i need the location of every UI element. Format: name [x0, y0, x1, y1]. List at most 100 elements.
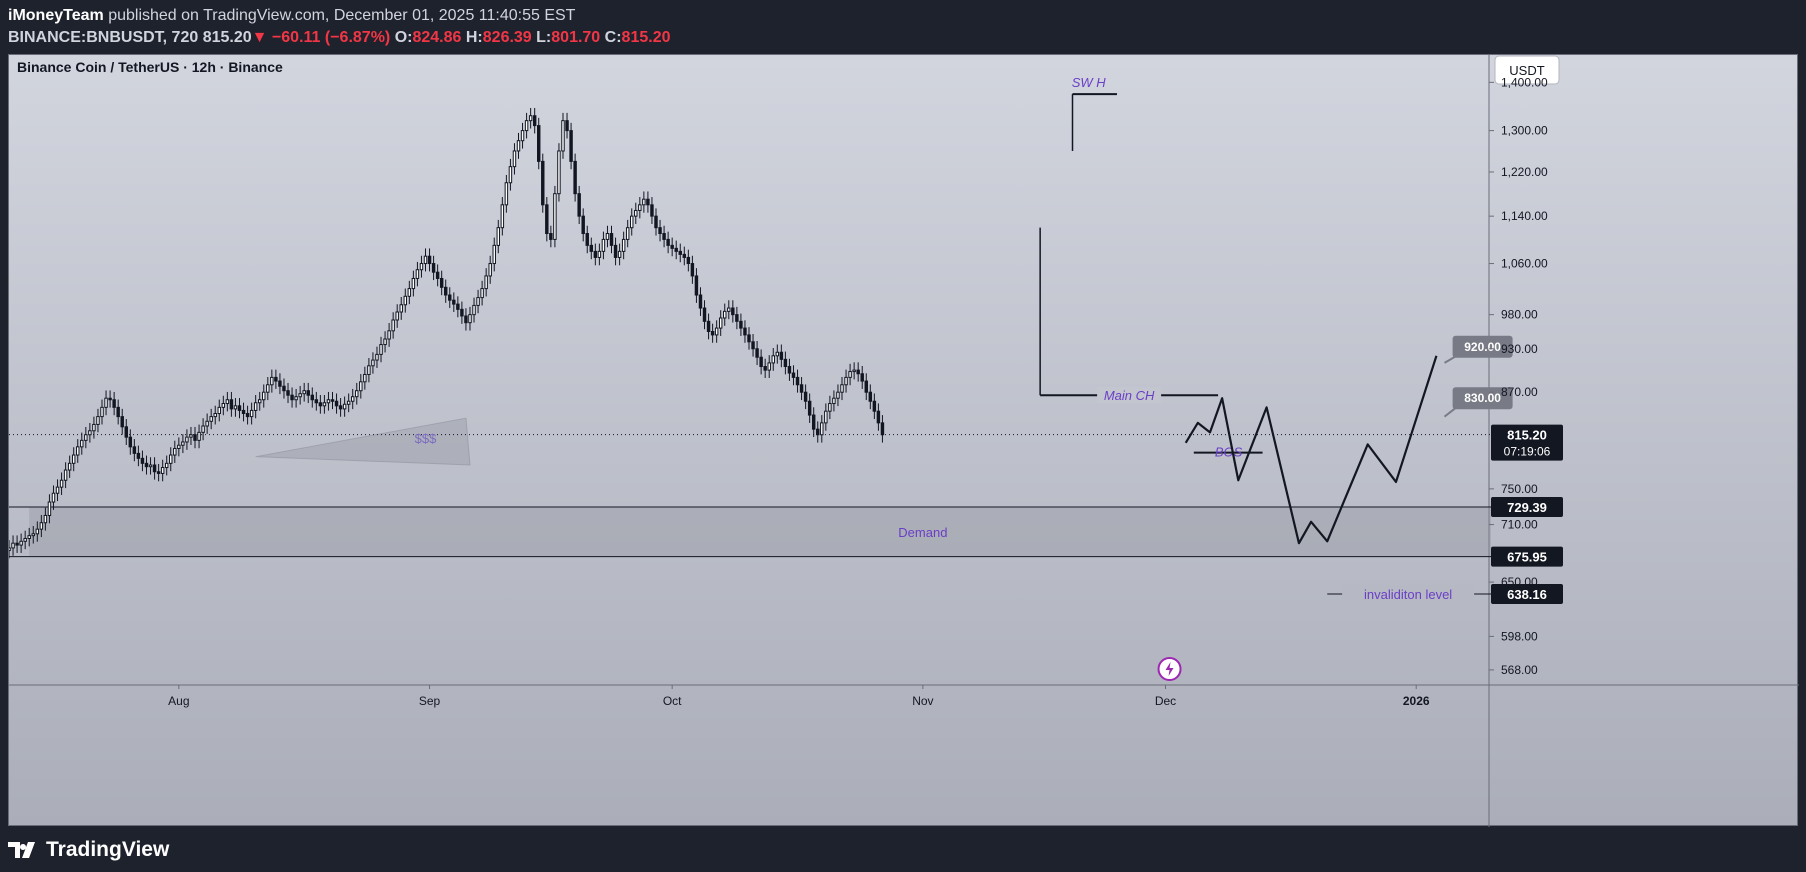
candle — [350, 388, 355, 410]
candle-down — [795, 376, 800, 386]
candle — [144, 455, 149, 475]
price-chart[interactable]: Binance Coin / TetherUS · 12h · Binance U… — [9, 55, 1799, 827]
candle-down — [670, 244, 674, 249]
lightning-glyph — [1165, 662, 1174, 676]
candle — [593, 243, 598, 266]
candle — [253, 394, 258, 419]
candle-up — [164, 462, 169, 469]
candle-up — [209, 416, 213, 422]
price-axis-label-box — [1491, 584, 1563, 605]
candle-up — [270, 376, 274, 386]
chart-frame[interactable]: Binance Coin / TetherUS · 12h · Binance U… — [8, 54, 1799, 827]
candle-down — [577, 193, 581, 217]
candle — [108, 390, 112, 408]
candle-down — [541, 160, 545, 206]
candle-down — [140, 457, 145, 464]
target-label-text: 920.00 — [1464, 340, 1501, 354]
invalidation-label: invaliditon level — [1364, 587, 1452, 602]
candle-up — [11, 542, 15, 549]
candle-up — [472, 304, 476, 316]
candle — [241, 402, 246, 422]
close-value: 815.20 — [621, 29, 671, 46]
demand-zone — [29, 507, 1491, 557]
candle-up — [76, 446, 80, 456]
candle — [431, 255, 436, 281]
candle — [23, 530, 27, 550]
candle-up — [771, 355, 775, 364]
candle-up — [35, 528, 40, 535]
candle — [811, 407, 816, 438]
candle-down — [435, 271, 440, 279]
candle — [140, 450, 145, 472]
candle-down — [585, 233, 589, 246]
candle — [9, 540, 11, 559]
candle — [257, 391, 262, 411]
time-tick-label: Sep — [419, 694, 441, 708]
candle-down — [868, 391, 873, 402]
candle — [148, 457, 153, 475]
candle — [286, 382, 290, 404]
candle-down — [751, 341, 755, 350]
candle-down — [811, 414, 816, 430]
time-tick-label: Nov — [912, 694, 933, 708]
candle — [124, 419, 128, 446]
price-axis-label-box — [1491, 497, 1563, 518]
candle-up — [844, 376, 848, 386]
sw-h-label: SW H — [1072, 75, 1107, 90]
candle-up — [625, 227, 630, 240]
candle-down — [330, 399, 335, 402]
invalidation-label-bg — [1342, 585, 1475, 604]
candle-down — [152, 464, 157, 473]
candle-up — [407, 288, 412, 297]
target-label-box[interactable] — [1452, 387, 1513, 410]
candle-up — [852, 369, 856, 373]
candle-down — [864, 380, 868, 393]
candle — [383, 331, 387, 353]
candle-down — [682, 253, 687, 258]
candle — [783, 351, 788, 375]
candle — [205, 413, 209, 434]
bar-countdown: 07:19:06 — [1504, 445, 1551, 459]
candle-down — [274, 376, 278, 382]
open-value: 824.86 — [412, 29, 462, 46]
candle — [201, 418, 205, 441]
currency-button[interactable] — [1494, 55, 1560, 85]
candle-up — [605, 233, 610, 240]
candle-down — [581, 215, 585, 235]
candle-up — [266, 384, 270, 393]
candle — [128, 429, 133, 455]
candle — [561, 112, 565, 159]
candle-up — [621, 238, 626, 252]
candle — [342, 396, 347, 417]
candle — [456, 296, 460, 318]
candle — [545, 197, 549, 242]
tradingview-footer[interactable]: TradingView — [8, 836, 169, 864]
candle — [557, 143, 561, 202]
candle — [638, 197, 642, 219]
symbol-interval[interactable]: BINANCE:BNBUSDT, 720 — [8, 29, 199, 46]
candle — [221, 395, 226, 416]
candle — [290, 387, 294, 408]
candle — [597, 243, 602, 266]
candle — [549, 225, 553, 248]
candle-down — [876, 410, 881, 424]
candle-down — [710, 330, 715, 336]
candle — [237, 398, 242, 419]
target-label-box[interactable] — [1452, 335, 1513, 358]
candle-up — [80, 439, 84, 448]
candle — [662, 225, 666, 248]
author-name[interactable]: iMoneyTeam — [8, 7, 104, 24]
candle — [702, 300, 707, 330]
candle — [573, 153, 577, 202]
candle — [714, 320, 719, 343]
candle-up — [181, 441, 185, 446]
candle-down — [545, 204, 549, 235]
price-axis-label: 729.39 — [1507, 500, 1547, 515]
candle-down — [759, 356, 763, 368]
candle-up — [294, 396, 298, 401]
candle-down — [456, 303, 460, 310]
candle-down — [443, 286, 448, 296]
ohlc-legend: BINANCE:BNBUSDT, 720 815.20▼ −60.11 (−6.… — [8, 29, 670, 47]
candle-down — [532, 115, 537, 127]
candle — [690, 255, 695, 284]
